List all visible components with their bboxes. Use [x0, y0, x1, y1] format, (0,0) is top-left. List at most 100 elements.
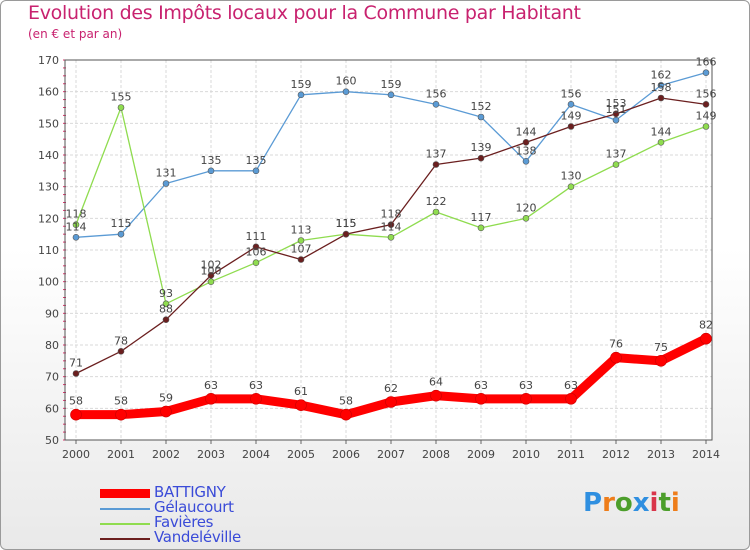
data-label-battigny: 58: [69, 395, 83, 408]
data-label-favieres: 93: [159, 287, 173, 300]
data-label-gelaucourt: 160: [336, 75, 357, 88]
data-label-favieres: 117: [471, 211, 492, 224]
data-label-vandeleville: 111: [246, 230, 267, 243]
logo-letter: P: [583, 488, 603, 518]
data-point-gelaucourt: [567, 101, 575, 108]
x-tick-label: 2006: [332, 448, 360, 461]
data-point-vandeleville: [477, 154, 485, 162]
data-label-vandeleville: 88: [159, 303, 173, 316]
y-tick-label: 80: [45, 339, 59, 352]
data-point-favieres: [72, 221, 80, 228]
data-point-vandeleville: [297, 256, 305, 263]
legend-swatch: [100, 489, 150, 498]
data-label-battigny: 58: [114, 395, 128, 408]
x-tick-label: 2005: [287, 448, 315, 461]
data-label-favieres: 100: [201, 265, 222, 278]
data-point-battigny: [565, 393, 577, 405]
data-label-vandeleville: 102: [201, 258, 222, 271]
data-label-vandeleville: 107: [291, 243, 312, 256]
data-point-vandeleville: [702, 101, 710, 108]
data-label-favieres: 155: [111, 91, 132, 104]
x-tick-label: 2000: [62, 448, 90, 461]
data-label-vandeleville: 144: [516, 125, 537, 138]
x-tick-label: 2003: [197, 448, 225, 461]
data-label-favieres: 114: [381, 220, 402, 233]
logo-letter: i: [649, 488, 659, 518]
data-point-battigny: [205, 393, 217, 405]
data-point-gelaucourt: [702, 69, 710, 76]
data-point-battigny: [160, 405, 172, 418]
data-point-gelaucourt: [612, 116, 620, 124]
x-tick-label: 2011: [557, 448, 585, 461]
data-point-vandeleville: [207, 272, 215, 279]
y-tick-label: 140: [38, 149, 59, 162]
data-point-gelaucourt: [297, 91, 305, 99]
legend-label: Gélaucourt: [154, 498, 234, 516]
data-point-battigny: [295, 399, 307, 411]
data-point-favieres: [612, 161, 620, 168]
data-label-gelaucourt: 156: [426, 87, 447, 100]
data-point-battigny: [655, 355, 667, 367]
data-point-favieres: [387, 234, 395, 241]
data-label-favieres: 149: [696, 110, 717, 123]
data-label-battigny: 64: [429, 376, 443, 389]
data-point-gelaucourt: [117, 230, 125, 238]
data-point-gelaucourt: [342, 88, 350, 95]
x-tick-label: 2004: [242, 448, 270, 461]
data-point-vandeleville: [162, 316, 170, 323]
data-label-vandeleville: 137: [426, 148, 447, 161]
data-point-gelaucourt: [522, 158, 530, 165]
chart-subtitle: (en € et par an): [28, 27, 123, 41]
data-label-favieres: 137: [606, 148, 627, 161]
data-label-vandeleville: 71: [69, 357, 83, 370]
data-point-vandeleville: [117, 348, 125, 355]
data-label-favieres: 122: [426, 195, 447, 208]
data-label-gelaucourt: 135: [201, 154, 222, 167]
data-point-battigny: [430, 389, 442, 402]
legend-label: BATTIGNY: [154, 483, 226, 501]
data-point-battigny: [250, 393, 262, 405]
data-point-battigny: [385, 396, 397, 408]
data-point-favieres: [297, 237, 305, 244]
logo-letter: i: [670, 488, 680, 518]
logo-letter: x: [632, 488, 650, 518]
data-point-vandeleville: [252, 243, 260, 251]
y-tick-label: 100: [38, 276, 59, 289]
data-point-gelaucourt: [162, 180, 170, 187]
data-point-vandeleville: [72, 370, 80, 377]
data-point-gelaucourt: [252, 167, 260, 175]
data-label-gelaucourt: 151: [606, 103, 627, 116]
data-label-vandeleville: 153: [606, 97, 627, 110]
data-label-favieres: 113: [291, 224, 312, 237]
x-tick-label: 2010: [512, 448, 540, 461]
data-point-favieres: [117, 104, 125, 111]
data-label-gelaucourt: 159: [291, 78, 312, 91]
data-label-gelaucourt: 138: [516, 144, 537, 157]
data-label-favieres: 118: [66, 208, 87, 221]
data-label-gelaucourt: 135: [246, 154, 267, 167]
data-point-gelaucourt: [477, 113, 485, 121]
legend-swatch: [100, 538, 150, 540]
data-label-battigny: 75: [654, 341, 668, 354]
logo-letter: r: [602, 488, 615, 518]
data-label-vandeleville: 139: [471, 141, 492, 154]
axis-layer: 50 60 70 80 90 100 110 120 130 140 150 160 170 2000 20…: [38, 54, 720, 461]
data-point-battigny: [340, 408, 352, 421]
legend-label: Favières: [154, 513, 214, 531]
legend-swatch: [100, 523, 150, 525]
data-point-gelaucourt: [207, 167, 215, 175]
y-tick-label: 120: [38, 212, 59, 225]
data-label-battigny: 63: [474, 379, 488, 392]
data-label-favieres: 106: [246, 246, 267, 259]
data-label-vandeleville: 158: [651, 81, 672, 94]
data-point-favieres: [522, 215, 530, 222]
data-label-favieres: 144: [651, 125, 672, 138]
data-label-vandeleville: 118: [381, 208, 402, 221]
data-point-vandeleville: [657, 94, 665, 102]
data-label-gelaucourt: 156: [561, 87, 582, 100]
x-tick-label: 2013: [647, 448, 675, 461]
data-point-battigny: [475, 393, 487, 405]
data-point-favieres: [567, 183, 575, 190]
